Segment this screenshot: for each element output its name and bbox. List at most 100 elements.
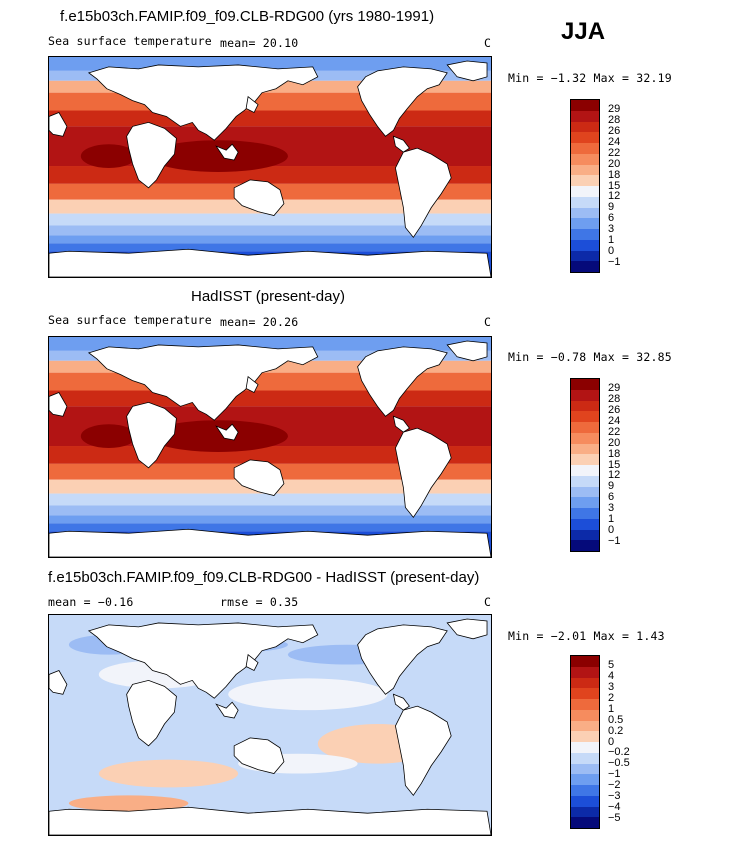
colorbar-swatch bbox=[571, 465, 599, 476]
panel3-mean: mean = −0.16 bbox=[48, 595, 134, 609]
colorbar-label: 28 bbox=[608, 393, 621, 406]
colorbar-label: 1 bbox=[608, 233, 615, 246]
panel1-colorbar bbox=[570, 99, 600, 273]
panel2-minmax: Min = −0.78 Max = 32.85 bbox=[508, 350, 672, 364]
colorbar-label: 3 bbox=[608, 502, 615, 514]
colorbar-label: 3 bbox=[608, 681, 615, 694]
colorbar-swatch bbox=[571, 432, 599, 444]
colorbar-label: 15 bbox=[608, 458, 621, 471]
colorbar-label: 6 bbox=[608, 491, 615, 504]
colorbar-swatch bbox=[571, 121, 599, 133]
colorbar-swatch bbox=[571, 486, 599, 498]
colorbar-swatch bbox=[571, 389, 599, 401]
colorbar-swatch bbox=[571, 164, 599, 176]
colorbar-label: −3 bbox=[608, 789, 621, 802]
colorbar-label: 0 bbox=[608, 523, 615, 536]
colorbar-label: −0.2 bbox=[608, 746, 630, 759]
colorbar-swatch bbox=[571, 795, 599, 807]
colorbar-swatch bbox=[571, 699, 599, 710]
colorbar-swatch bbox=[571, 229, 599, 240]
panel3-units: C bbox=[484, 595, 492, 609]
colorbar-swatch bbox=[571, 806, 599, 818]
colorbar-label: −1 bbox=[608, 255, 621, 268]
colorbar-label: 12 bbox=[608, 469, 621, 482]
colorbar-swatch bbox=[571, 422, 599, 433]
colorbar-label: 0 bbox=[608, 735, 615, 748]
colorbar-swatch bbox=[571, 497, 599, 508]
colorbar-swatch bbox=[571, 143, 599, 154]
colorbar-swatch bbox=[571, 709, 599, 721]
colorbar-swatch bbox=[571, 250, 599, 262]
colorbar-label: 18 bbox=[608, 168, 621, 181]
panel3-colorbar bbox=[570, 655, 600, 829]
colorbar-label: 3 bbox=[608, 223, 615, 235]
colorbar-label: 1 bbox=[608, 512, 615, 525]
panel1-variable: Sea surface temperature bbox=[48, 34, 212, 48]
colorbar-swatch bbox=[571, 411, 599, 422]
panel3-map bbox=[48, 614, 492, 836]
colorbar-swatch bbox=[571, 475, 599, 487]
panel3-rmse: rmse = 0.35 bbox=[220, 595, 299, 609]
panel2-units: C bbox=[484, 315, 492, 329]
panel2-title: HadISST (present-day) bbox=[191, 288, 345, 305]
colorbar-swatch bbox=[571, 688, 599, 699]
colorbar-label: 0.5 bbox=[608, 713, 624, 726]
colorbar-label: 18 bbox=[608, 447, 621, 460]
colorbar-label: 22 bbox=[608, 425, 621, 438]
colorbar-label: 26 bbox=[608, 125, 621, 138]
colorbar-label: 28 bbox=[608, 114, 621, 127]
panel2-colorbar bbox=[570, 378, 600, 552]
colorbar-label: 4 bbox=[608, 670, 615, 683]
colorbar-label: 15 bbox=[608, 179, 621, 192]
panel3-minmax: Min = −2.01 Max = 1.43 bbox=[508, 629, 665, 643]
panel2-map bbox=[48, 336, 492, 558]
colorbar-swatch bbox=[571, 774, 599, 785]
colorbar-swatch bbox=[571, 100, 599, 111]
colorbar-label: 12 bbox=[608, 190, 621, 203]
colorbar-swatch bbox=[571, 239, 599, 251]
colorbar-label: 0 bbox=[608, 244, 615, 257]
panel1-minmax: Min = −1.32 Max = 32.19 bbox=[508, 71, 672, 85]
colorbar-swatch bbox=[571, 656, 599, 667]
colorbar-label: 29 bbox=[608, 382, 621, 395]
colorbar-label: 22 bbox=[608, 146, 621, 159]
colorbar-swatch bbox=[571, 175, 599, 186]
colorbar-label: −5 bbox=[608, 811, 621, 824]
panel1-units: C bbox=[484, 36, 492, 50]
colorbar-label: 1 bbox=[608, 702, 615, 715]
colorbar-swatch bbox=[571, 731, 599, 742]
colorbar-swatch bbox=[571, 752, 599, 764]
colorbar-label: 6 bbox=[608, 212, 615, 225]
panel2-variable: Sea surface temperature bbox=[48, 313, 212, 327]
colorbar-label: 29 bbox=[608, 103, 621, 116]
colorbar-swatch bbox=[571, 132, 599, 143]
panel2-map-svg bbox=[49, 337, 491, 557]
season-label: JJA bbox=[561, 18, 606, 45]
colorbar-label: −4 bbox=[608, 800, 621, 813]
colorbar-label: 2 bbox=[608, 692, 615, 704]
colorbar-swatch bbox=[571, 400, 599, 412]
panel3-map-svg bbox=[49, 615, 491, 835]
colorbar-swatch bbox=[571, 742, 599, 753]
colorbar-swatch bbox=[571, 817, 599, 828]
colorbar-label: 20 bbox=[608, 436, 621, 449]
colorbar-label: 9 bbox=[608, 201, 615, 214]
colorbar-swatch bbox=[571, 529, 599, 541]
panel3-title: f.e15b03ch.FAMIP.f09_f09.CLB-RDG00 - Had… bbox=[48, 569, 480, 586]
colorbar-swatch bbox=[571, 518, 599, 530]
colorbar-label: −1 bbox=[608, 768, 621, 781]
colorbar-label: −1 bbox=[608, 534, 621, 547]
colorbar-label: 26 bbox=[608, 404, 621, 417]
colorbar-swatch bbox=[571, 763, 599, 775]
colorbar-swatch bbox=[571, 454, 599, 465]
colorbar-swatch bbox=[571, 261, 599, 272]
colorbar-label: 24 bbox=[608, 136, 621, 148]
panel1-mean: mean= 20.10 bbox=[220, 36, 299, 50]
colorbar-swatch bbox=[571, 666, 599, 678]
colorbar-swatch bbox=[571, 153, 599, 165]
colorbar-label: −0.5 bbox=[608, 757, 630, 770]
panel1-map bbox=[48, 56, 492, 278]
colorbar-swatch bbox=[571, 508, 599, 519]
colorbar-label: 9 bbox=[608, 480, 615, 493]
colorbar-swatch bbox=[571, 186, 599, 197]
